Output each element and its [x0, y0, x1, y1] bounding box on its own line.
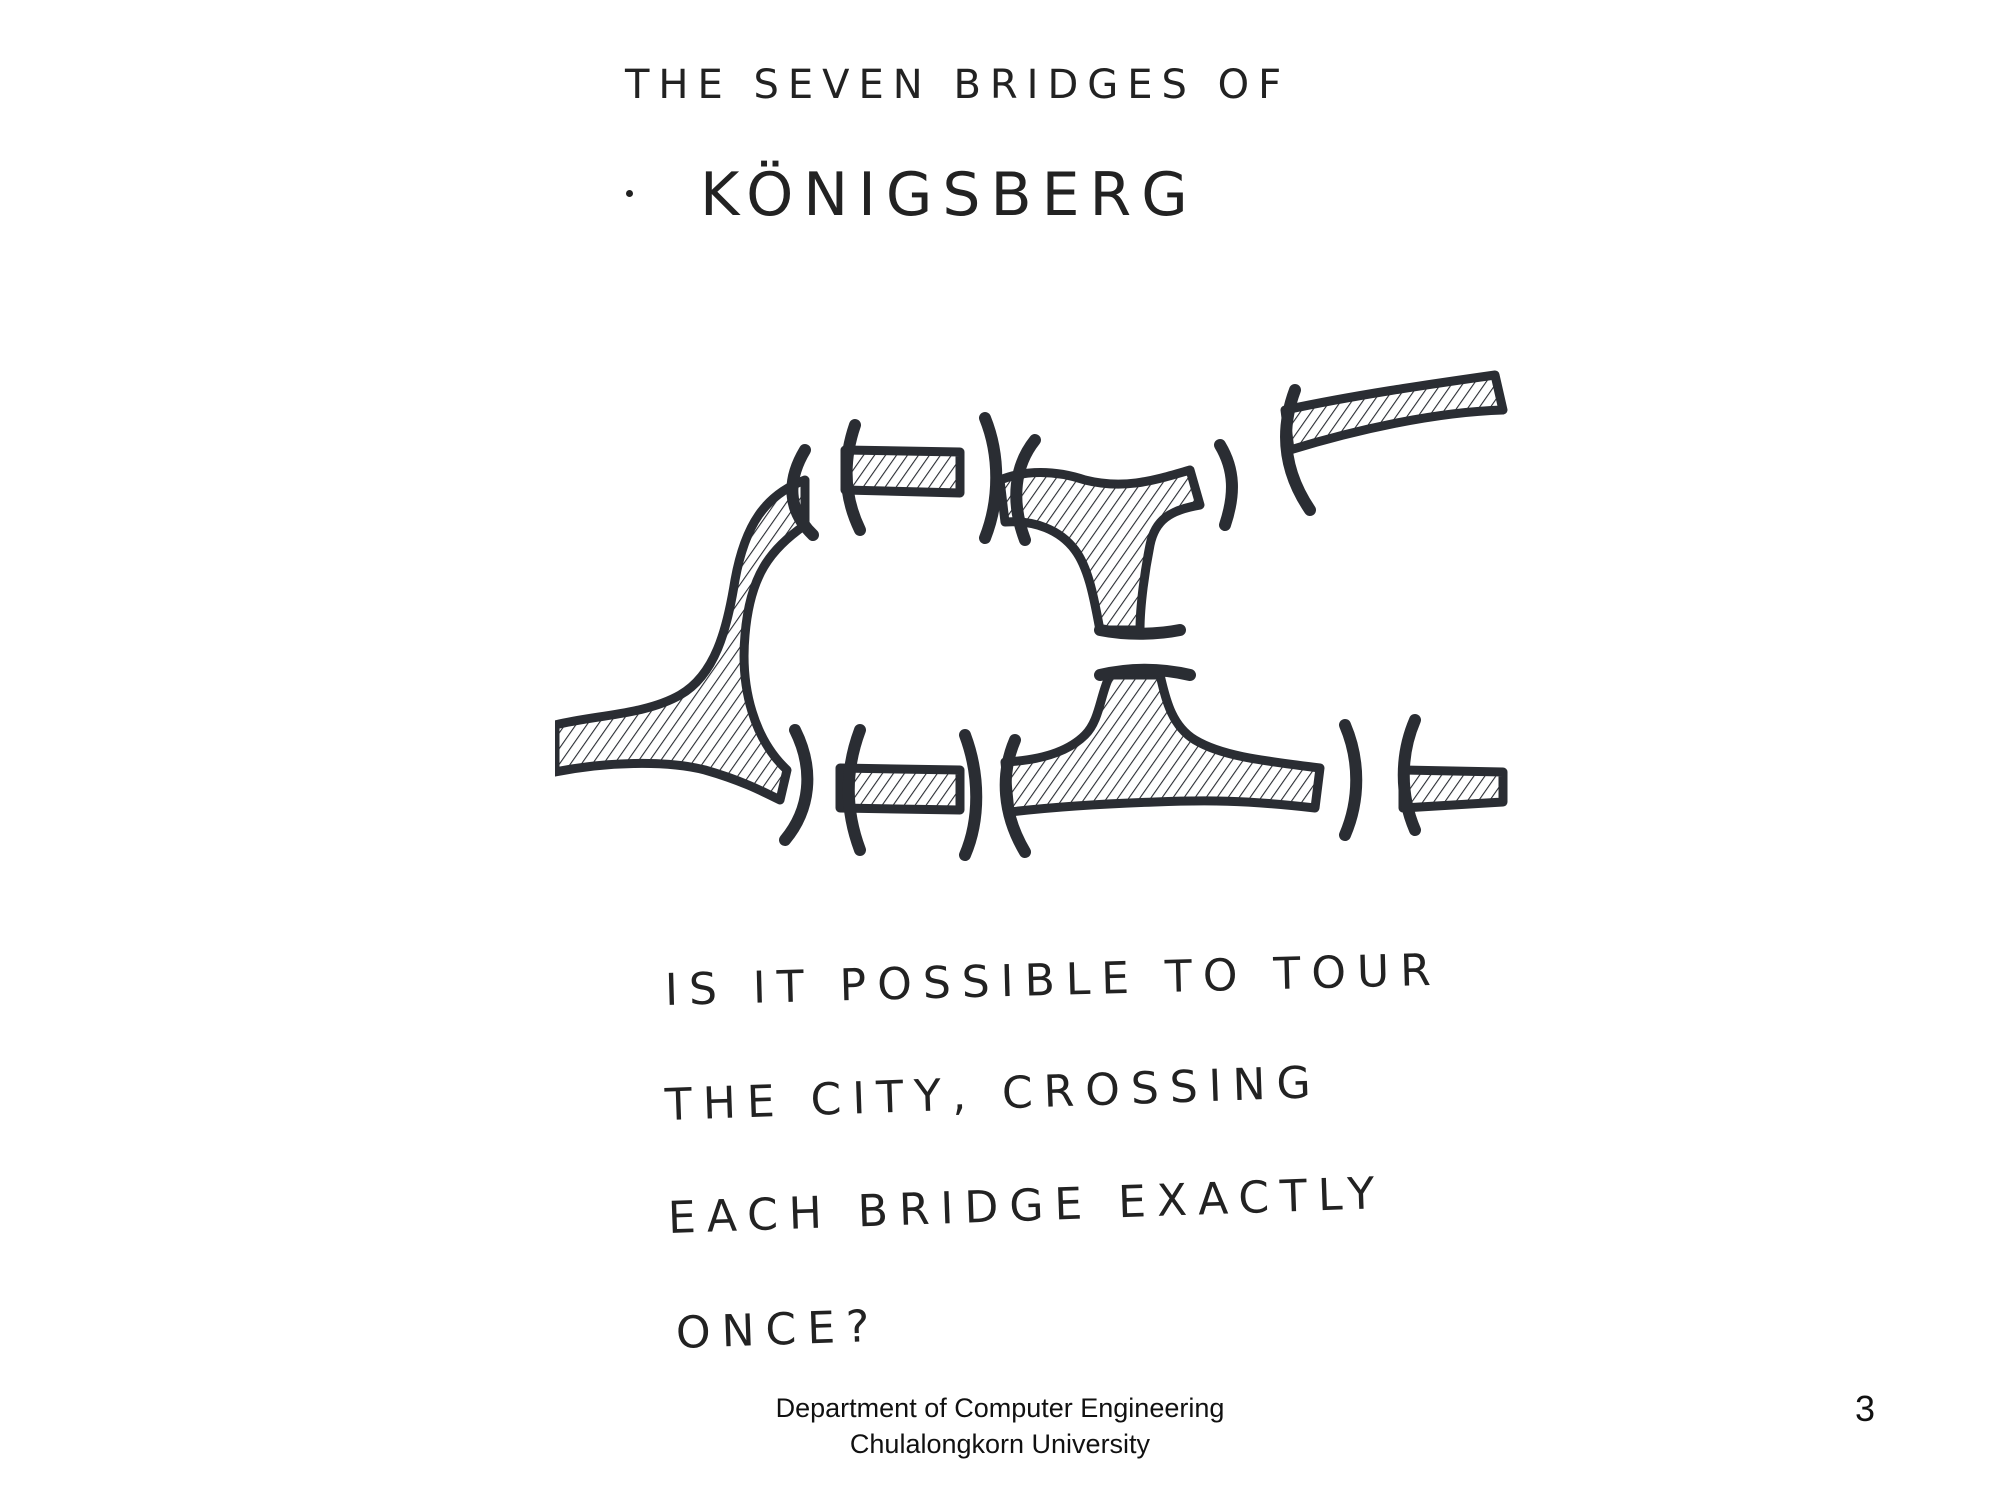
footer: Department of Computer Engineering Chula…	[0, 1390, 2000, 1462]
bridge-banks	[779, 384, 1421, 861]
question-line-3: EACH BRIDGE EXACTLY	[667, 1167, 1387, 1244]
stray-ink-dot	[626, 190, 633, 197]
bank-arc	[1280, 384, 1316, 516]
question-line-1: IS IT POSSIBLE TO TOUR	[664, 944, 1443, 1016]
river-south-west-channel	[835, 763, 965, 815]
bank-arc	[1339, 719, 1363, 841]
title-line-1: THE SEVEN BRIDGES OF	[625, 62, 1291, 108]
river-north-east-arm	[1280, 370, 1508, 455]
bank-arc	[1397, 714, 1421, 836]
river-south-central	[1000, 670, 1325, 817]
bank-arc	[959, 729, 983, 861]
bank-arc	[1094, 663, 1196, 681]
question-line-2: THE CITY, CROSSING	[664, 1057, 1323, 1131]
bank-arc	[786, 444, 819, 541]
river-south-east-arm	[1398, 765, 1508, 813]
bank-arc	[1094, 624, 1186, 640]
bank-arc	[1010, 434, 1041, 546]
river-central-junction	[995, 465, 1205, 635]
bank-arc	[840, 419, 866, 536]
footer-university: Chulalongkorn University	[849, 1429, 1151, 1459]
page-number: 3	[1855, 1388, 1876, 1429]
bank-arc	[999, 734, 1031, 858]
question-line-4: ONCE?	[675, 1300, 882, 1359]
river-north-channel	[840, 445, 965, 498]
title-line-2: KÖNIGSBERG	[700, 160, 1198, 230]
bank-arc	[1214, 439, 1238, 531]
footer-department: Department of Computer Engineering	[775, 1393, 1225, 1423]
bank-arc	[842, 724, 866, 856]
bank-arc	[979, 412, 1003, 544]
river-north-west-arm	[555, 475, 810, 805]
konigsberg-bridges-illustration	[555, 370, 1508, 861]
bank-arc	[779, 724, 814, 846]
